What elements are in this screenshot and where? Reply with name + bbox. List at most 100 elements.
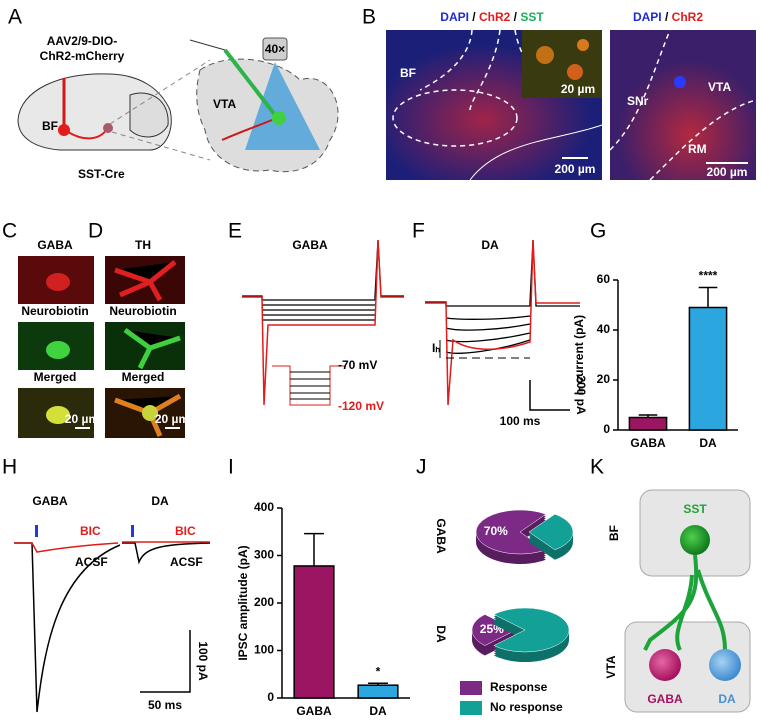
inset-cell	[577, 39, 589, 51]
pie-slice	[475, 509, 547, 555]
legend-label: Response	[490, 680, 548, 694]
cell-label: SST	[683, 502, 707, 516]
panel-label: C	[2, 220, 17, 243]
trace	[242, 239, 404, 406]
stain: SST	[520, 10, 544, 24]
trace-title: DA	[151, 494, 169, 508]
row-label: TH	[135, 238, 151, 252]
scale-label: 200 pA	[574, 375, 588, 415]
row-label: Neurobiotin	[21, 304, 88, 318]
sst-axon	[643, 554, 727, 651]
panel-a: AAV2/9-DIO- ChR2-mCherry BF SST-Cre VTA …	[17, 34, 339, 181]
stain-labels: DAPI / ChR2	[633, 10, 703, 24]
row-label: Merged	[34, 370, 77, 384]
panel-b: DAPI / ChR2 / SST BF 20 µm 200 µm DAPI /…	[386, 10, 757, 181]
stain: DAPI	[633, 10, 662, 24]
y-tick-label: 100	[254, 643, 274, 657]
zoom-line	[109, 59, 211, 125]
scale-label: 20 µm	[155, 412, 189, 426]
subregion-label: RM	[688, 142, 707, 156]
panel-c: GABA Neurobiotin Merged 20 µm	[18, 238, 99, 438]
panel-label: A	[8, 6, 22, 29]
region-label: VTA	[708, 80, 731, 94]
boundary	[469, 124, 603, 181]
electrode-wire	[189, 39, 226, 51]
panel-label: B	[362, 6, 376, 29]
inset-cell	[536, 46, 554, 64]
panel-h: GABA DA BIC ACSF BIC ACSF 100 pA 50 ms	[14, 494, 211, 712]
gaba-cell	[649, 649, 681, 681]
y-tick-label: 0	[267, 690, 274, 704]
protocol-label: -70 mV	[338, 358, 377, 372]
slice-label: VTA	[213, 97, 236, 111]
separator: /	[472, 10, 476, 24]
y-tick-label: 20	[597, 372, 611, 386]
row-label: Merged	[122, 370, 165, 384]
virus-label: ChR2-mCherry	[40, 49, 125, 63]
cell	[142, 405, 158, 421]
region-label: BF	[42, 119, 58, 133]
panel-label: J	[416, 456, 427, 479]
pie-slice	[493, 607, 570, 653]
stain: DAPI	[440, 10, 469, 24]
cell	[46, 406, 70, 424]
micrograph	[610, 30, 756, 180]
cell-label: DA	[718, 692, 736, 706]
stimulus	[131, 525, 134, 537]
protocol	[272, 365, 345, 406]
objective-label: 40×	[265, 42, 285, 56]
traces	[425, 239, 580, 354]
bar	[293, 565, 335, 699]
y-tick-label: 300	[254, 548, 274, 562]
subregion-label: SNr	[627, 94, 649, 108]
panel-d: TH Neurobiotin Merged 20 µm	[105, 238, 189, 438]
panel-labels: A B C D E F G H I J K	[2, 6, 606, 479]
trace	[14, 542, 119, 553]
scale-bar	[140, 630, 191, 693]
terminals	[221, 119, 273, 141]
row-label: Neurobiotin	[109, 304, 176, 318]
stain: ChR2	[479, 10, 511, 24]
trace-label: ACSF	[75, 555, 108, 569]
stain-labels: DAPI / ChR2 / SST	[440, 10, 544, 24]
da-cell	[709, 649, 741, 681]
x-tick-label: DA	[369, 704, 387, 718]
vta-spot	[103, 123, 113, 133]
legend-label: No response	[490, 700, 563, 714]
significance: ****	[699, 269, 718, 283]
trace-label: BIC	[175, 524, 196, 538]
protocol-label: -120 mV	[338, 399, 384, 413]
trace-title: GABA	[292, 238, 328, 252]
cell	[123, 327, 181, 370]
panel-label: I	[228, 456, 234, 479]
region-label: VTA	[604, 655, 618, 678]
row-label: GABA	[37, 238, 73, 252]
inset-cell	[567, 64, 583, 80]
panel-label: H	[2, 456, 17, 479]
cell	[46, 341, 70, 359]
panel-label: G	[590, 220, 606, 243]
bar	[628, 416, 668, 431]
scale-label: 200 µm	[555, 162, 596, 176]
y-tick-label: 0	[603, 422, 610, 436]
region-label: BF	[607, 525, 621, 541]
pie-label: DA	[434, 625, 448, 643]
inset	[522, 30, 602, 98]
mouse-label: SST-Cre	[78, 167, 125, 181]
y-axis-label: Iₕ current (pA)	[572, 315, 586, 395]
separator: /	[665, 10, 669, 24]
trace	[122, 542, 211, 565]
bar	[357, 684, 399, 699]
scale-bar	[529, 380, 570, 411]
trace-title: DA	[481, 238, 499, 252]
pie-slice	[471, 614, 517, 646]
virus-label: AAV2/9-DIO-	[47, 34, 117, 48]
pie-label: GABA	[434, 518, 448, 554]
bf-outline	[392, 89, 518, 147]
objective	[262, 37, 288, 61]
cell	[114, 260, 177, 302]
sst-cell	[680, 525, 710, 555]
stain: ChR2	[672, 10, 704, 24]
scale-label: 100 ms	[500, 414, 541, 428]
cell-label: GABA	[647, 692, 683, 706]
